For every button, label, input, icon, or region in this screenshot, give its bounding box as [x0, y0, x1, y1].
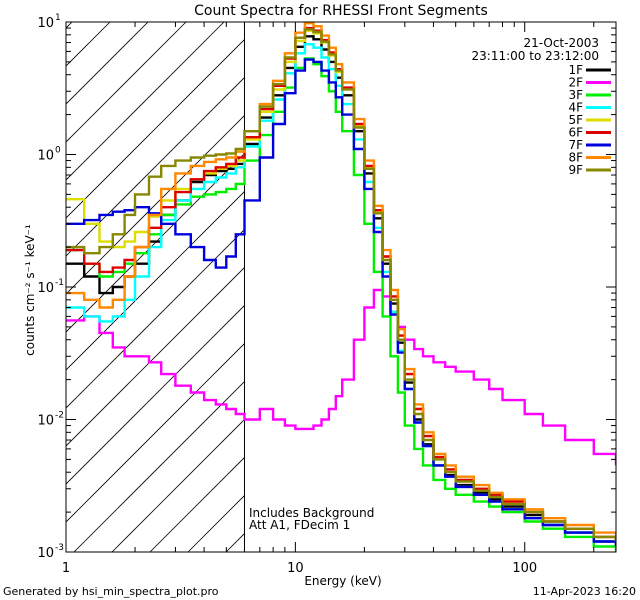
shaded-region — [66, 22, 640, 552]
legend-label-1F: 1F — [568, 63, 583, 77]
y-tick-exponent: -1 — [55, 278, 64, 288]
footer-generated: Generated by hsi_min_spectra_plot.pro — [3, 585, 219, 598]
hatch-line — [66, 190, 245, 371]
hatch-line — [340, 22, 640, 552]
y-axis-label: counts cm⁻² s⁻¹ keV⁻¹ — [23, 224, 37, 356]
y-tick-label: 10 — [37, 149, 54, 164]
date-label: 21-Oct-2003 — [523, 36, 599, 50]
chart-title: Count Spectra for RHESSI Front Segments — [194, 3, 488, 19]
y-tick-exponent: 0 — [55, 146, 61, 156]
series-layer — [66, 22, 616, 552]
hatch-line — [378, 22, 640, 552]
hatch-line — [66, 266, 245, 447]
hatch-line — [66, 38, 245, 219]
legend-label-2F: 2F — [568, 76, 583, 90]
legend-label-3F: 3F — [568, 88, 583, 102]
hatch-line — [530, 22, 640, 552]
x-tick-label: 100 — [512, 561, 537, 576]
hatch-line — [66, 342, 245, 523]
hatch-line — [73, 380, 245, 552]
footer-timestamp: 11-Apr-2023 16:20 — [533, 585, 636, 598]
legend-label-4F: 4F — [568, 101, 583, 115]
x-tick-label: 10 — [287, 561, 304, 576]
legend-label-8F: 8F — [568, 151, 583, 165]
y-tick-label: 10 — [37, 16, 54, 31]
y-tick-exponent: -3 — [55, 543, 64, 553]
legend-label-7F: 7F — [568, 138, 583, 152]
time-range-label: 23:11:00 to 23:12:00 — [472, 49, 599, 63]
x-tick-label: 1 — [62, 561, 70, 576]
series-line-9F — [66, 28, 616, 542]
x-axis-label: Energy (keV) — [304, 574, 381, 588]
series-line-2F — [66, 288, 616, 466]
hatch-line — [66, 22, 225, 181]
hatch-line — [111, 418, 245, 552]
legend-label-5F: 5F — [568, 113, 583, 127]
y-tick-label: 10 — [37, 414, 54, 429]
legend-label-6F: 6F — [568, 126, 583, 140]
hatch-line — [66, 76, 245, 257]
hatch-line — [66, 22, 187, 143]
series-line-3F — [66, 57, 616, 552]
hatch-line — [492, 22, 640, 552]
y-tick-label: 10 — [37, 546, 54, 561]
attenuator-note: Att A1, FDecim 1 — [249, 518, 350, 532]
hatch-line — [66, 228, 245, 409]
hatch-line — [66, 304, 245, 485]
y-tick-exponent: 1 — [55, 13, 61, 23]
y-tick-exponent: -2 — [55, 411, 64, 421]
background-note: Includes Background — [249, 506, 374, 520]
y-tick-label: 10 — [37, 281, 54, 296]
hatch-line — [149, 456, 245, 552]
legend-label-9F: 9F — [568, 163, 583, 177]
axis-ticks — [65, 21, 616, 553]
series-line-7F — [66, 58, 616, 547]
x-tick-labels: 1 10 100 — [62, 561, 537, 576]
hatch-line — [66, 152, 245, 333]
